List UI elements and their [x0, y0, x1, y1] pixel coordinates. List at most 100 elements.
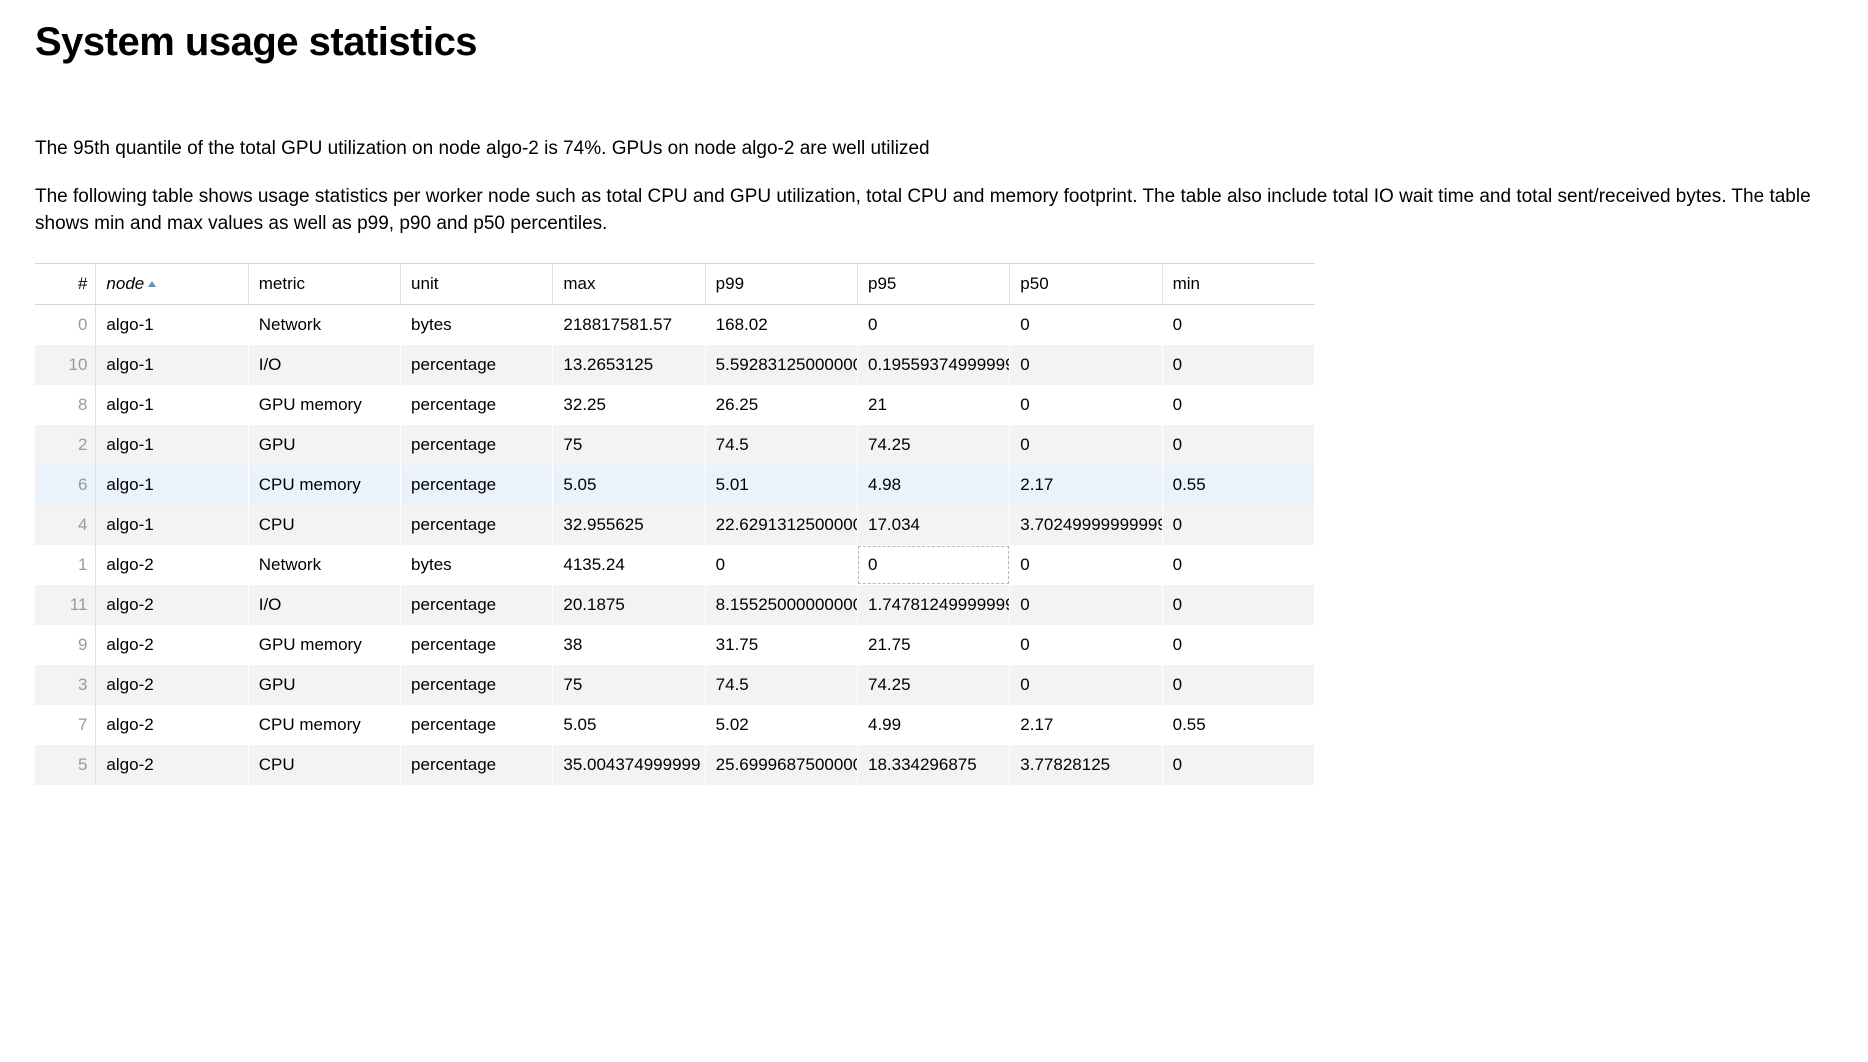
- cell-p95[interactable]: 0: [857, 545, 1009, 585]
- cell-p50: 3.77828125: [1010, 745, 1162, 785]
- column-header-unit[interactable]: unit: [401, 263, 553, 304]
- cell-unit: bytes: [401, 304, 553, 345]
- cell-min: 0.55: [1162, 465, 1314, 505]
- cell-p99: 5.02: [705, 705, 857, 745]
- table-row: 4algo-1CPUpercentage32.95562522.62913125…: [35, 505, 1315, 545]
- column-header-idx[interactable]: #: [35, 263, 96, 304]
- column-header-min[interactable]: min: [1162, 263, 1314, 304]
- cell-p95: 4.98: [857, 465, 1009, 505]
- cell-idx: 8: [35, 385, 96, 425]
- cell-unit: percentage: [401, 585, 553, 625]
- stats-table-wrap: #nodemetricunitmaxp99p95p50min 0algo-1Ne…: [35, 263, 1833, 785]
- cell-p50: 0: [1010, 545, 1162, 585]
- cell-min: 0: [1162, 745, 1314, 785]
- cell-node: algo-1: [96, 385, 248, 425]
- cell-node: algo-1: [96, 505, 248, 545]
- cell-metric: CPU memory: [248, 705, 400, 745]
- cell-idx: 3: [35, 665, 96, 705]
- cell-idx: 7: [35, 705, 96, 745]
- column-header-p95[interactable]: p95: [857, 263, 1009, 304]
- table-body: 0algo-1Networkbytes218817581.57168.02000…: [35, 304, 1315, 785]
- cell-p95: 21.75: [857, 625, 1009, 665]
- cell-p99: 22.6291312500000: [705, 505, 857, 545]
- column-header-p99[interactable]: p99: [705, 263, 857, 304]
- cell-max: 75: [553, 665, 705, 705]
- cell-idx: 4: [35, 505, 96, 545]
- table-row: 0algo-1Networkbytes218817581.57168.02000: [35, 304, 1315, 345]
- cell-unit: percentage: [401, 385, 553, 425]
- table-row: 2algo-1GPUpercentage7574.574.2500: [35, 425, 1315, 465]
- cell-unit: bytes: [401, 545, 553, 585]
- column-header-p50[interactable]: p50: [1010, 263, 1162, 304]
- cell-metric: I/O: [248, 345, 400, 385]
- cell-metric: Network: [248, 545, 400, 585]
- cell-idx: 2: [35, 425, 96, 465]
- cell-p50: 0: [1010, 625, 1162, 665]
- cell-node: algo-1: [96, 465, 248, 505]
- table-row: 9algo-2GPU memorypercentage3831.7521.750…: [35, 625, 1315, 665]
- cell-max: 5.05: [553, 465, 705, 505]
- table-row: 11algo-2I/Opercentage20.18758.1552500000…: [35, 585, 1315, 625]
- cell-max: 4135.24: [553, 545, 705, 585]
- table-row: 3algo-2GPUpercentage7574.574.2500: [35, 665, 1315, 705]
- cell-max: 75: [553, 425, 705, 465]
- cell-unit: percentage: [401, 665, 553, 705]
- cell-unit: percentage: [401, 505, 553, 545]
- cell-min: 0: [1162, 385, 1314, 425]
- cell-p99: 0: [705, 545, 857, 585]
- cell-p95: 21: [857, 385, 1009, 425]
- cell-p50: 0: [1010, 585, 1162, 625]
- cell-max: 38: [553, 625, 705, 665]
- column-header-max[interactable]: max: [553, 263, 705, 304]
- cell-metric: GPU memory: [248, 625, 400, 665]
- stats-table: #nodemetricunitmaxp99p95p50min 0algo-1Ne…: [35, 263, 1315, 785]
- cell-metric: Network: [248, 304, 400, 345]
- cell-idx: 9: [35, 625, 96, 665]
- cell-p99: 8.15525000000000: [705, 585, 857, 625]
- cell-metric: I/O: [248, 585, 400, 625]
- cell-idx: 10: [35, 345, 96, 385]
- cell-p95: 4.99: [857, 705, 1009, 745]
- cell-node: algo-1: [96, 425, 248, 465]
- cell-p95: 74.25: [857, 665, 1009, 705]
- cell-max: 35.004374999999: [553, 745, 705, 785]
- cell-max: 20.1875: [553, 585, 705, 625]
- cell-min: 0: [1162, 345, 1314, 385]
- cell-metric: CPU: [248, 745, 400, 785]
- cell-p99: 26.25: [705, 385, 857, 425]
- column-header-node[interactable]: node: [96, 263, 248, 304]
- sort-asc-icon: [148, 281, 156, 287]
- cell-min: 0: [1162, 665, 1314, 705]
- table-row: 6algo-1CPU memorypercentage5.055.014.982…: [35, 465, 1315, 505]
- cell-idx: 5: [35, 745, 96, 785]
- table-header: #nodemetricunitmaxp99p95p50min: [35, 263, 1315, 304]
- table-row: 5algo-2CPUpercentage35.00437499999925.69…: [35, 745, 1315, 785]
- cell-p99: 31.75: [705, 625, 857, 665]
- cell-idx: 6: [35, 465, 96, 505]
- page-title: System usage statistics: [35, 20, 1833, 65]
- cell-metric: CPU memory: [248, 465, 400, 505]
- cell-metric: GPU memory: [248, 385, 400, 425]
- cell-p99: 74.5: [705, 425, 857, 465]
- cell-min: 0: [1162, 304, 1314, 345]
- cell-node: algo-2: [96, 545, 248, 585]
- cell-p99: 74.5: [705, 665, 857, 705]
- table-row: 1algo-2Networkbytes4135.240000: [35, 545, 1315, 585]
- cell-p99: 168.02: [705, 304, 857, 345]
- cell-max: 218817581.57: [553, 304, 705, 345]
- cell-min: 0: [1162, 425, 1314, 465]
- cell-min: 0.55: [1162, 705, 1314, 745]
- cell-p95: 18.334296875: [857, 745, 1009, 785]
- column-header-metric[interactable]: metric: [248, 263, 400, 304]
- cell-unit: percentage: [401, 705, 553, 745]
- cell-node: algo-2: [96, 745, 248, 785]
- cell-p50: 3.70249999999999: [1010, 505, 1162, 545]
- cell-max: 13.2653125: [553, 345, 705, 385]
- cell-max: 5.05: [553, 705, 705, 745]
- cell-max: 32.955625: [553, 505, 705, 545]
- cell-p50: 0: [1010, 425, 1162, 465]
- cell-p50: 2.17: [1010, 705, 1162, 745]
- cell-p99: 25.6999687500000: [705, 745, 857, 785]
- cell-min: 0: [1162, 625, 1314, 665]
- table-row: 10algo-1I/Opercentage13.26531255.5928312…: [35, 345, 1315, 385]
